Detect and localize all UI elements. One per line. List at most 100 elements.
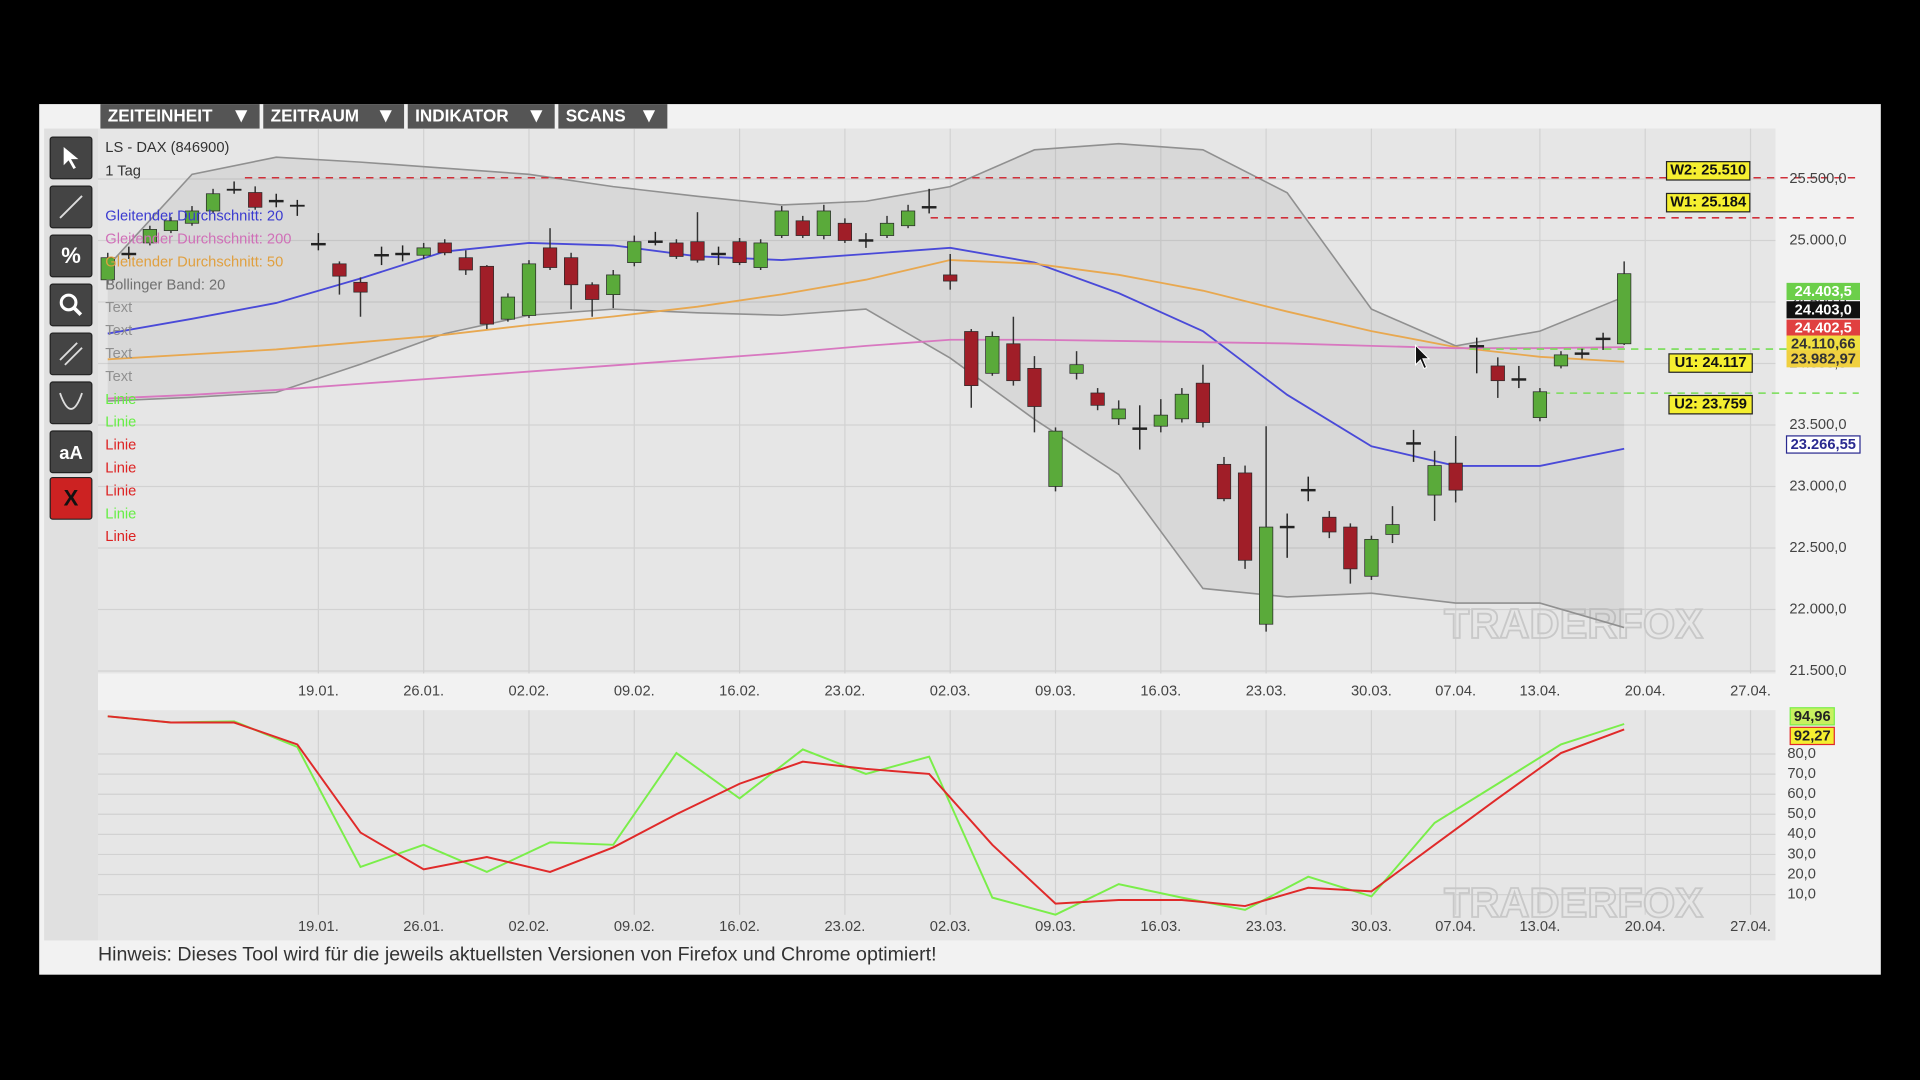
price-panel (97, 128, 1776, 674)
level-label: W2: 25.510 (1670, 163, 1746, 179)
stochastic-tag (1789, 726, 1835, 746)
legend-entry: Linie (105, 415, 136, 431)
x-tick-label: 23.02. (824, 919, 865, 935)
x-tick-label: 09.02. (614, 919, 655, 935)
tool-label: X (64, 485, 79, 510)
tool-button[interactable] (49, 332, 93, 376)
chart-subtitle: 1 Tag (105, 163, 141, 179)
watermark: TRADERFOX (1444, 600, 1703, 647)
marks (100, 181, 1632, 916)
chart-title: LS - DAX (846900) (105, 140, 229, 156)
price-tag-label: 24.402,5 (1795, 321, 1852, 337)
x-tick-label: 30.03. (1351, 684, 1392, 700)
candle-body (395, 252, 410, 256)
candle-body (542, 247, 558, 268)
x-tick-label: 13.04. (1519, 684, 1560, 700)
zoom-icon (59, 293, 78, 312)
x-tick-label: 26.01. (403, 919, 444, 935)
x-tick-label: 23.03. (1246, 684, 1287, 700)
candle-body (1553, 354, 1569, 367)
tool-label: % (61, 243, 81, 268)
menu-tab[interactable]: ZEITEINHEIT (100, 104, 260, 129)
x-tick-label: 09.03. (1035, 684, 1076, 700)
menu-tab[interactable]: ZEITRAUM (263, 104, 405, 129)
bollinger-upper (107, 142, 1625, 347)
stochastic-tag-label: 92,27 (1794, 728, 1831, 744)
menu-tab[interactable]: INDIKATOR (407, 104, 555, 129)
y-tick-label: 22.500,0 (1789, 540, 1846, 556)
candle-body (1427, 465, 1442, 496)
x-tick-label: 19.01. (298, 684, 339, 700)
price-tag (1785, 435, 1861, 454)
legend-entry: Text (105, 369, 132, 385)
candle-body (711, 252, 726, 256)
menu-tab-label: SCANS (566, 105, 626, 125)
candle-body (1279, 525, 1295, 529)
candle-body (1069, 364, 1084, 374)
candle-body (1574, 352, 1590, 355)
y-tick-label: 30,0 (1787, 846, 1816, 862)
price-tag-label: 24.403,5 (1795, 284, 1852, 300)
x-tick-label: 07.04. (1435, 684, 1476, 700)
menu-tab[interactable]: SCANS (558, 104, 668, 129)
price-tag (1786, 350, 1860, 368)
legend-entry: Text (105, 323, 132, 339)
line-icon (59, 195, 83, 219)
price-tag (1786, 335, 1860, 353)
candle-body (648, 240, 663, 243)
tool-button-bg (49, 234, 93, 278)
tool-button[interactable] (49, 185, 93, 229)
moving-average (107, 338, 1625, 400)
x-tick-label: 13.04. (1519, 919, 1560, 935)
bollinger-lower (107, 308, 1625, 629)
price-tag (1786, 319, 1860, 337)
y-tick-label: 20,0 (1787, 866, 1816, 882)
dropdown-arrow (379, 110, 392, 123)
tool-button[interactable] (49, 283, 93, 327)
legend-entry: Linie (105, 529, 136, 545)
candle-body (1364, 538, 1379, 577)
curve-icon (59, 392, 83, 410)
candle-body (900, 210, 916, 227)
level-tag (1665, 161, 1751, 181)
tool-button[interactable]: % (49, 234, 93, 278)
price-tag (1786, 282, 1860, 300)
watermark: TRADERFOX (1444, 879, 1703, 926)
y-tick-label: 21.500,0 (1789, 663, 1846, 679)
candle-body (374, 254, 389, 257)
moving-average (107, 259, 1625, 363)
candle-body (732, 241, 747, 263)
tool-button[interactable] (49, 136, 93, 180)
x-tick-label: 02.02. (509, 684, 550, 700)
legend-entry: Gleitender Durchschnitt: 50 (105, 254, 283, 270)
dropdown-arrow (235, 110, 248, 123)
candle-body (1195, 382, 1211, 423)
y-tick-label: 23.000,0 (1789, 478, 1846, 494)
candle-body (121, 252, 137, 256)
y-tick-label: 25.000,0 (1789, 232, 1846, 248)
candle-body (184, 210, 200, 224)
tool-button[interactable]: aA (49, 430, 93, 474)
candle-body (1111, 408, 1126, 420)
menu-tab-bg (263, 104, 405, 129)
candle-body (563, 257, 579, 286)
candle-body (332, 263, 347, 277)
mouse-cursor (1415, 344, 1431, 370)
candle-body (1027, 368, 1042, 407)
legend-entry: Text (105, 300, 132, 316)
candle-body (795, 220, 810, 236)
footer-note: Hinweis: Dieses Tool wird für die jeweil… (98, 943, 937, 965)
tool-button-bg (49, 476, 93, 520)
candle-body (1132, 427, 1148, 430)
level-tag (1668, 353, 1753, 373)
y-tick-label: 60,0 (1787, 786, 1816, 802)
candle-body (248, 192, 263, 208)
candle-body (1343, 526, 1358, 570)
tool-button[interactable] (49, 381, 93, 425)
candle-body (627, 241, 642, 263)
tool-button[interactable]: X (49, 476, 93, 520)
toolbar-buttons: % aA X (49, 136, 93, 520)
x-tick-label: 16.03. (1140, 919, 1181, 935)
x-tick-label: 07.04. (1435, 919, 1476, 935)
candle-body (1490, 365, 1505, 382)
